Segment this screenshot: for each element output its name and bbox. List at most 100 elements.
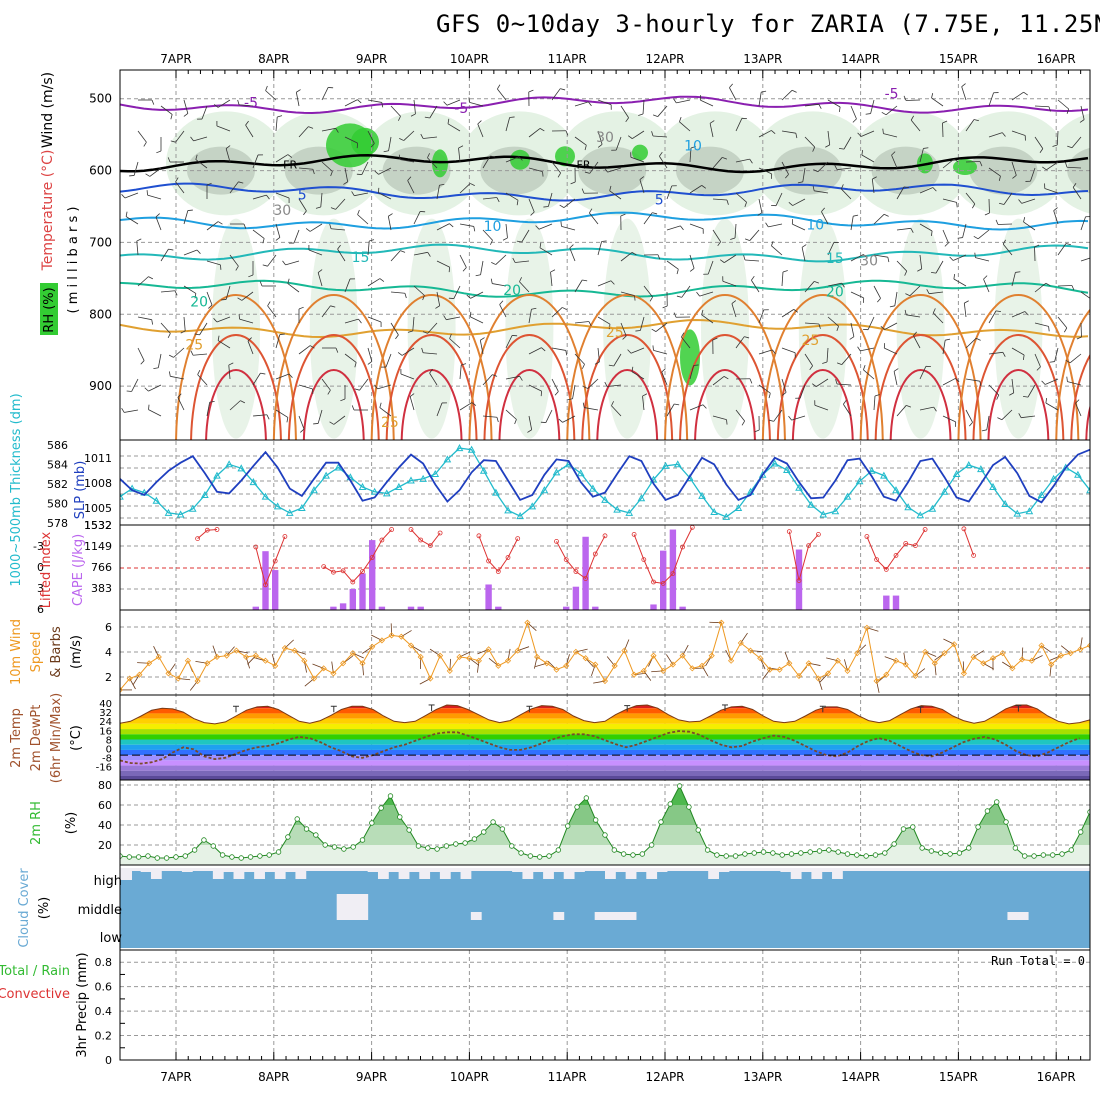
thickness-marker — [807, 500, 815, 508]
wind-barb — [689, 223, 704, 230]
thickness-line — [120, 447, 1090, 518]
wind-speed-marker — [165, 670, 172, 677]
wind-barb — [870, 99, 875, 114]
wind-barb — [367, 99, 382, 103]
rh-marker — [592, 817, 599, 823]
rh-marker — [359, 837, 366, 843]
wind-barb-flag — [642, 393, 648, 397]
rh-marker — [872, 852, 879, 858]
wind-speed-marker — [553, 666, 560, 673]
wind-barb — [771, 245, 783, 256]
wind-barb-flag — [471, 402, 477, 406]
wind-barb — [666, 225, 681, 231]
panel-precip — [119, 949, 1091, 1061]
cloud-high-gap — [605, 868, 616, 879]
wind-barb — [1057, 99, 1069, 110]
cape-bar — [660, 550, 667, 610]
wind-barb — [661, 371, 668, 386]
wind-barb-flag — [953, 158, 959, 163]
wind-barb-flag — [235, 265, 239, 271]
wind-barb — [317, 272, 323, 287]
wind-barb — [814, 404, 829, 411]
wind-barb-flag — [439, 183, 445, 186]
wind-barb-flag — [262, 264, 268, 267]
temp-band — [120, 739, 1090, 745]
cloud-high-thin — [1038, 868, 1050, 871]
wind-barb — [378, 167, 392, 175]
wind-barb-flag — [240, 400, 246, 404]
wind-barb-flag — [1024, 311, 1029, 316]
wind-speed-marker — [1086, 642, 1090, 649]
lifted-index-marker — [418, 537, 424, 543]
thickness-marker — [261, 492, 270, 500]
date-label-top: 13APR — [743, 52, 782, 66]
wind-barb — [482, 155, 491, 169]
contour-label: 20 — [190, 294, 208, 310]
wind-speed-marker — [679, 652, 686, 659]
wind-barb-flag — [267, 301, 271, 307]
wind-barb-flag — [865, 113, 871, 115]
wind-barb — [293, 229, 300, 244]
wind-barb — [758, 92, 762, 107]
wind-barb — [551, 161, 561, 174]
wind-barb-flag — [584, 145, 587, 151]
wind-barb — [574, 353, 585, 365]
wind-barb-flag — [1063, 327, 1068, 333]
precip-tick: 0.8 — [95, 956, 113, 969]
wind-barb-flag — [1072, 183, 1077, 188]
wind-tick: 6 — [105, 621, 112, 634]
wind-barb — [919, 254, 923, 269]
wind-barb — [631, 371, 645, 380]
wind-barb — [589, 212, 599, 225]
wind-barb — [983, 278, 990, 293]
wind-barb-flag — [910, 115, 915, 121]
wind-barb-flag — [195, 154, 198, 160]
ylabel-wind-unit: (m/s) — [69, 635, 84, 669]
thickness-marker — [880, 471, 888, 479]
ylabel-rh-unit: (%) — [64, 812, 79, 835]
wind-barb-flag — [849, 336, 855, 340]
wind-barb — [160, 248, 169, 262]
wind-barb — [589, 161, 599, 174]
contour-label: FR — [577, 158, 591, 171]
wind-barb-flag — [473, 226, 476, 232]
wind-barb-flag — [974, 252, 976, 258]
wind-barb — [885, 105, 898, 116]
wind-barb-flag — [997, 417, 1003, 421]
wind-barb-flag — [729, 83, 733, 88]
wind-speed-marker — [999, 650, 1006, 657]
wind-barb-flag — [329, 421, 335, 425]
wind-barb-flag — [569, 244, 574, 249]
cloud-high-gap — [574, 868, 585, 872]
wind-barb-flag — [388, 213, 393, 217]
wind-barb — [199, 322, 208, 336]
wind-barb — [597, 347, 600, 362]
wind-barb-flag — [834, 165, 838, 170]
date-label-top: 11APR — [548, 52, 587, 66]
wind-speed-marker — [640, 667, 647, 674]
wind-barb-flag — [998, 175, 1001, 181]
cloud-middle-gap — [594, 912, 606, 920]
rh-marker — [378, 805, 384, 811]
rh-marker — [564, 823, 571, 829]
wind-barb — [285, 260, 300, 266]
temperature-contours — [120, 95, 1089, 339]
thickness-marker — [589, 484, 597, 492]
wind-barb-flag — [245, 120, 249, 126]
wind-barb-flag — [300, 428, 305, 433]
wind-barb-flag — [287, 278, 290, 284]
wind-speed-marker — [708, 652, 715, 659]
wind-barb — [216, 316, 231, 323]
cape-bar — [349, 588, 356, 610]
wind-barb — [919, 406, 934, 411]
warm-contour — [370, 294, 493, 440]
wind-barb — [804, 103, 819, 107]
ylabel-rh: RH (%) — [42, 287, 57, 332]
wind-barb — [817, 161, 829, 173]
wind-barb-flag — [1012, 175, 1017, 179]
rh-marker — [1059, 851, 1065, 857]
wind-barb — [367, 347, 373, 362]
wind-barb-flag — [1002, 132, 1006, 137]
wind-barb — [871, 179, 875, 194]
wind-barb-flag — [926, 289, 930, 294]
